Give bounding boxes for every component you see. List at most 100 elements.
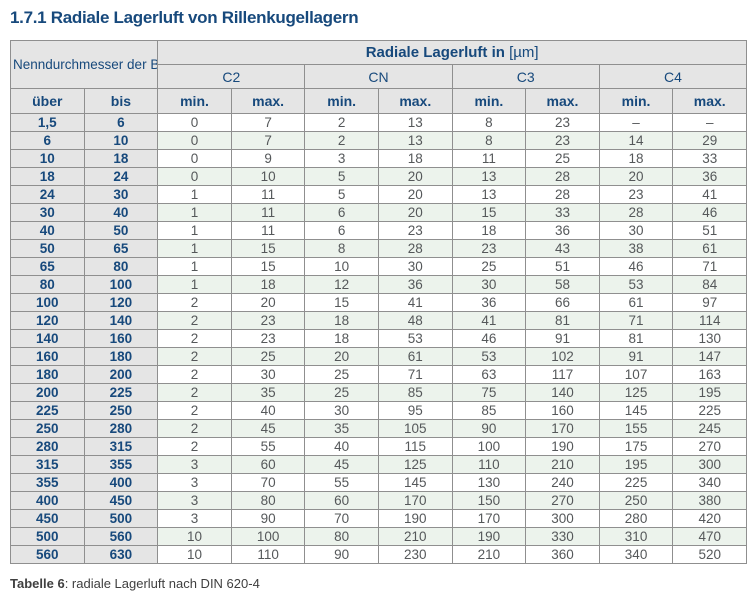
bore-range-cell: 65 xyxy=(83,239,159,258)
clearance-value-cell: 25 xyxy=(525,149,600,168)
clearance-value-cell: 1 xyxy=(157,221,232,240)
clearance-value-cell: 300 xyxy=(672,455,748,474)
clearance-value-cell: 105 xyxy=(377,419,453,438)
clearance-value-cell: 25 xyxy=(304,365,379,384)
bore-range-cell: 24 xyxy=(10,185,85,204)
clearance-value-cell: 8 xyxy=(304,239,379,258)
clearance-value-cell: 90 xyxy=(230,509,306,528)
clearance-value-cell: 7 xyxy=(230,113,306,132)
radial-clearance-table: Nenndurchmesser der Bohrung d [mm] Radia… xyxy=(9,40,748,564)
bore-range-cell: 30 xyxy=(10,203,85,222)
sub-header-c2-min: min. xyxy=(157,88,232,114)
bore-range-cell: 6 xyxy=(10,131,85,150)
clearance-value-cell: 11 xyxy=(230,203,306,222)
clearance-value-cell: 155 xyxy=(598,419,674,438)
group-header-c3: C3 xyxy=(451,64,600,89)
clearance-value-cell: 3 xyxy=(304,149,379,168)
clearance-value-cell: 40 xyxy=(230,401,306,420)
sub-header-ueber: über xyxy=(10,88,85,114)
clearance-value-cell: 340 xyxy=(672,473,748,492)
bore-range-cell: 140 xyxy=(10,329,85,348)
clearance-value-cell: 2 xyxy=(304,131,379,150)
bore-range-cell: 250 xyxy=(10,419,85,438)
clearance-value-cell: 60 xyxy=(304,491,379,510)
bore-range-cell: 40 xyxy=(83,203,159,222)
clearance-value-cell: 2 xyxy=(157,293,232,312)
group-header-c4: C4 xyxy=(598,64,748,89)
clearance-value-cell: 2 xyxy=(157,383,232,402)
clearance-value-cell: 102 xyxy=(525,347,600,366)
clearance-value-cell: 30 xyxy=(230,365,306,384)
clearance-value-cell: 80 xyxy=(304,527,379,546)
bore-range-cell: 120 xyxy=(83,293,159,312)
clearance-value-cell: 1 xyxy=(157,239,232,258)
table-header: Nenndurchmesser der Bohrung d [mm] Radia… xyxy=(9,40,748,114)
clearance-value-cell: 100 xyxy=(230,527,306,546)
clearance-value-cell: 18 xyxy=(304,311,379,330)
bore-range-cell: 400 xyxy=(83,473,159,492)
clearance-value-cell: 63 xyxy=(451,365,527,384)
bore-range-cell: 24 xyxy=(83,167,159,186)
clearance-value-cell: 5 xyxy=(304,185,379,204)
bore-range-cell: 140 xyxy=(83,311,159,330)
clearance-value-cell: 53 xyxy=(451,347,527,366)
clearance-value-cell: 30 xyxy=(304,401,379,420)
table-row: 160 180 2 25 20 61 53 102 91 147 xyxy=(10,347,748,366)
clearance-value-cell: 51 xyxy=(672,221,748,240)
bore-range-cell: 200 xyxy=(83,365,159,384)
bore-range-cell: 180 xyxy=(83,347,159,366)
clearance-value-cell: 23 xyxy=(598,185,674,204)
clearance-value-cell: 12 xyxy=(304,275,379,294)
bore-range-cell: 18 xyxy=(10,167,85,186)
clearance-value-cell: 8 xyxy=(451,113,527,132)
clearance-value-cell: 75 xyxy=(451,383,527,402)
clearance-value-cell: 81 xyxy=(525,311,600,330)
clearance-value-cell: 117 xyxy=(525,365,600,384)
sub-header-c3-max: max. xyxy=(525,88,600,114)
clearance-value-cell: 85 xyxy=(377,383,453,402)
bore-range-cell: 225 xyxy=(83,383,159,402)
clearance-value-cell: 170 xyxy=(525,419,600,438)
clearance-value-cell: 420 xyxy=(672,509,748,528)
clearance-value-cell: 41 xyxy=(672,185,748,204)
clearance-value-cell: 125 xyxy=(598,383,674,402)
clearance-value-cell: 33 xyxy=(525,203,600,222)
clearance-value-cell: 28 xyxy=(377,239,453,258)
bore-range-cell: 160 xyxy=(83,329,159,348)
header-row-main: Nenndurchmesser der Bohrung d [mm] Radia… xyxy=(9,40,748,89)
clearance-value-cell: 0 xyxy=(157,167,232,186)
clearance-value-cell: 225 xyxy=(672,401,748,420)
clearance-value-cell: – xyxy=(672,113,748,132)
clearance-value-cell: 20 xyxy=(598,167,674,186)
sub-header-c3-min: min. xyxy=(451,88,527,114)
clearance-value-cell: 14 xyxy=(598,131,674,150)
table-row: 355 400 3 70 55 145 130 240 225 340 xyxy=(10,473,748,492)
clearance-value-cell: 270 xyxy=(525,491,600,510)
bore-range-cell: 180 xyxy=(10,365,85,384)
bore-range-cell: 160 xyxy=(10,347,85,366)
clearance-value-cell: 91 xyxy=(525,329,600,348)
clearance-value-cell: 1 xyxy=(157,257,232,276)
bore-range-cell: 80 xyxy=(10,275,85,294)
clearance-value-cell: 38 xyxy=(598,239,674,258)
clearance-value-cell: 190 xyxy=(377,509,453,528)
clearance-value-cell: 20 xyxy=(377,203,453,222)
bore-range-cell: 100 xyxy=(10,293,85,312)
clearance-value-cell: 30 xyxy=(377,257,453,276)
bore-range-cell: 280 xyxy=(10,437,85,456)
header-row-groups: C2 CN C3 C4 xyxy=(11,64,748,89)
clearance-value-cell: 90 xyxy=(451,419,527,438)
clearance-value-cell: 81 xyxy=(598,329,674,348)
clearance-value-cell: 240 xyxy=(525,473,600,492)
clearance-value-cell: 11 xyxy=(230,221,306,240)
radial-clearance-header-unit: [µm] xyxy=(509,44,539,61)
bore-range-cell: 400 xyxy=(10,491,85,510)
clearance-value-cell: 2 xyxy=(157,347,232,366)
group-header-cn: CN xyxy=(304,64,453,89)
table-row: 50 65 1 15 8 28 23 43 38 61 xyxy=(10,239,748,258)
table-row: 140 160 2 23 18 53 46 91 81 130 xyxy=(10,329,748,348)
clearance-value-cell: 55 xyxy=(304,473,379,492)
bore-range-cell: 280 xyxy=(83,419,159,438)
header-row-sub: über bis min. max. min. max. min. max. m… xyxy=(10,88,748,114)
clearance-value-cell: 70 xyxy=(230,473,306,492)
